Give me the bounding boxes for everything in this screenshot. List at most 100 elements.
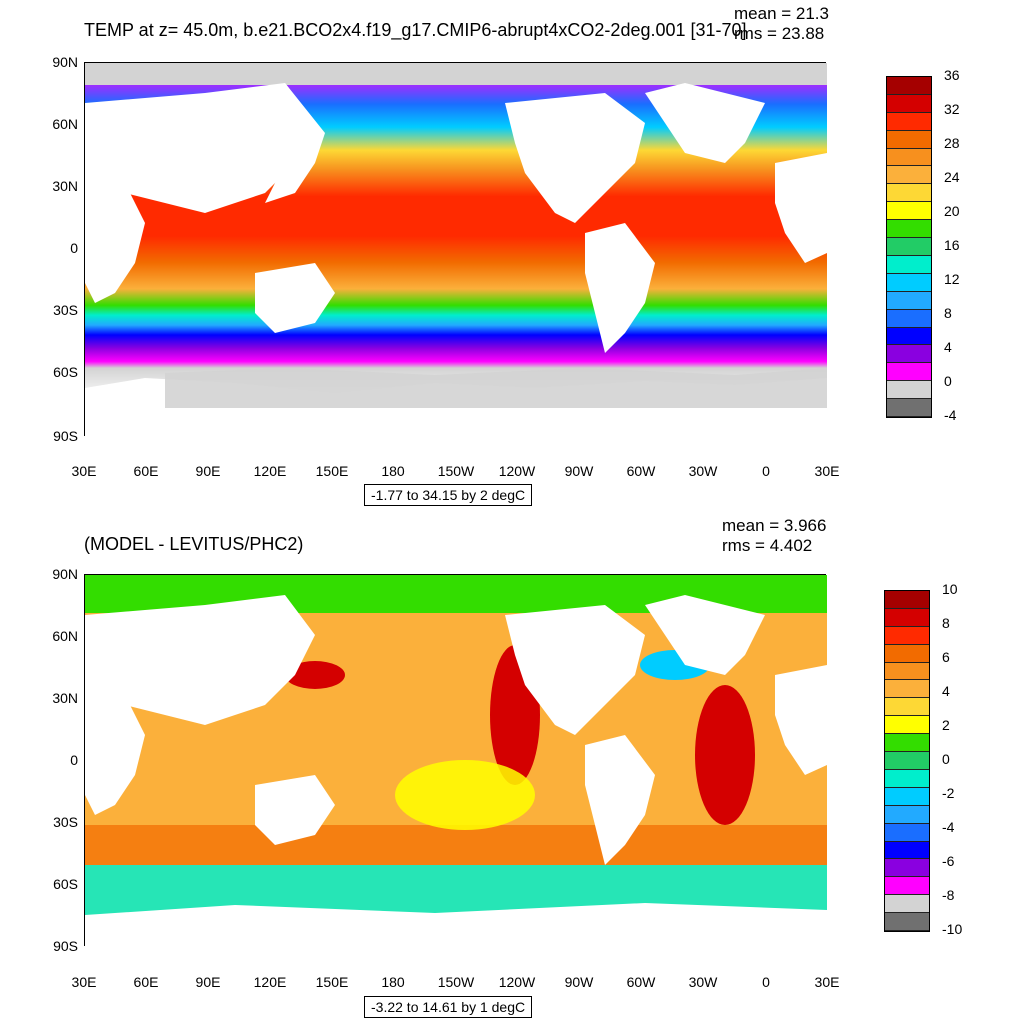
- colorbar-swatch: [885, 680, 929, 699]
- colorbar-swatch: [887, 94, 931, 113]
- colorbar-swatch: [887, 130, 931, 149]
- panel2-ylabel-30N: 30N: [52, 690, 78, 706]
- colorbar-swatch: [885, 841, 929, 860]
- colorbar-swatch: [885, 877, 929, 896]
- colorbar-swatch: [885, 734, 929, 753]
- panel1-xlabel: 150E: [315, 463, 349, 479]
- panel1-map: [84, 62, 827, 437]
- panel2-xlabel: 0: [762, 974, 770, 990]
- colorbar-label: 6: [942, 649, 950, 665]
- panel2-xlabel: 30E: [814, 974, 840, 990]
- colorbar-swatch: [885, 591, 929, 609]
- panel2-xlabel: 60E: [133, 974, 159, 990]
- colorbar-label: -2: [942, 785, 955, 801]
- panel2-xlabel: 150W: [437, 974, 475, 990]
- panel2-title: (MODEL - LEVITUS/PHC2): [84, 534, 304, 554]
- panel2-ylabel-60N: 60N: [52, 628, 78, 644]
- colorbar-swatch: [885, 716, 929, 735]
- colorbar-label: 20: [944, 203, 960, 219]
- colorbar-label: 24: [944, 169, 960, 185]
- colorbar-swatch: [885, 823, 929, 842]
- colorbar-label: 4: [944, 339, 952, 355]
- colorbar-label: 10: [942, 581, 958, 597]
- colorbar-label: -4: [942, 819, 955, 835]
- panel2-xlabel: 90W: [564, 974, 594, 990]
- panel1-xlabel: 180: [381, 463, 405, 479]
- panel2-xlabel: 60W: [626, 974, 656, 990]
- colorbar-label: 32: [944, 101, 960, 117]
- panel1-ylabel-60S: 60S: [53, 364, 78, 380]
- colorbar-swatch: [887, 309, 931, 328]
- panel2-benguela-hotspot: [695, 685, 755, 825]
- colorbar-label: 28: [944, 135, 960, 151]
- panel1-xlabel: 60E: [133, 463, 159, 479]
- panel1-title: TEMP at z= 45.0m, b.e21.BCO2x4.f19_g17.C…: [84, 20, 747, 40]
- panel2-xlabel: 150E: [315, 974, 349, 990]
- colorbar-swatch: [885, 644, 929, 663]
- panel2-rms: rms = 4.402: [722, 536, 813, 555]
- panel1-ylabel-90N: 90N: [52, 54, 78, 70]
- colorbar-swatch: [887, 184, 931, 203]
- panel1-xlabel: 120E: [253, 463, 287, 479]
- panel1-xlabel: 150W: [437, 463, 475, 479]
- colorbar-label: -4: [944, 407, 957, 423]
- colorbar-swatch: [887, 77, 931, 95]
- colorbar-label: 0: [944, 373, 952, 389]
- colorbar-swatch: [885, 787, 929, 806]
- colorbar-swatch: [887, 291, 931, 310]
- panel2-ylabel-90S: 90S: [53, 938, 78, 954]
- panel1-rms: rms = 23.88: [734, 24, 825, 43]
- colorbar-swatch: [885, 859, 929, 878]
- colorbar-swatch: [887, 112, 931, 131]
- colorbar-swatch: [887, 238, 931, 256]
- colorbar-label: -6: [942, 853, 955, 869]
- colorbar-label: 0: [942, 751, 950, 767]
- panel1-xlabel: 30E: [814, 463, 840, 479]
- panel1-xlabel: 120W: [498, 463, 536, 479]
- colorbar-label: 36: [944, 67, 960, 83]
- panel2-ylabel-0: 0: [70, 752, 78, 768]
- panel2-ylabel-90N: 90N: [52, 566, 78, 582]
- colorbar-swatch: [885, 769, 929, 788]
- panel1-ylabel-60N: 60N: [52, 116, 78, 132]
- panel2-range-label: -3.22 to 14.61 by 1 degC: [364, 996, 533, 1018]
- panel2-xlabel: 180: [381, 974, 405, 990]
- panel1-arctic-ice: [85, 63, 827, 85]
- panel1-xlabel: 90W: [564, 463, 594, 479]
- panel2-mean: mean = 3.966: [722, 516, 827, 535]
- colorbar-label: -8: [942, 887, 955, 903]
- colorbar-swatch: [887, 202, 931, 221]
- panel2-xlabel: 120E: [253, 974, 287, 990]
- colorbar-swatch: [885, 608, 929, 627]
- colorbar-label: 8: [944, 305, 952, 321]
- panel2-ylabel-30S: 30S: [53, 814, 78, 830]
- colorbar-swatch: [887, 166, 931, 185]
- panel1-ylabel-30S: 30S: [53, 302, 78, 318]
- colorbar-label: 12: [944, 271, 960, 287]
- panel1-antarctic-ice: [165, 368, 827, 408]
- colorbar-swatch: [887, 273, 931, 292]
- panel1-ylabel-30N: 30N: [52, 178, 78, 194]
- colorbar-swatch: [885, 626, 929, 645]
- panel2-southern-warm-band: [85, 825, 827, 865]
- colorbar-swatch: [885, 895, 929, 914]
- panel2-kuroshio-hotspot: [285, 661, 345, 689]
- colorbar-label: 2: [942, 717, 950, 733]
- colorbar-swatch: [885, 662, 929, 681]
- panel1-ylabel-90S: 90S: [53, 428, 78, 444]
- colorbar-swatch: [885, 913, 929, 931]
- panel1-colorbar: [886, 76, 932, 418]
- colorbar-swatch: [887, 220, 931, 239]
- colorbar-swatch: [887, 399, 931, 417]
- colorbar-swatch: [887, 327, 931, 346]
- panel1-range-label: -1.77 to 34.15 by 2 degC: [364, 484, 533, 506]
- panel1-xlabel: 30W: [688, 463, 718, 479]
- colorbar-swatch: [885, 752, 929, 770]
- panel1-ylabel-0: 0: [70, 240, 78, 256]
- colorbar-swatch: [887, 255, 931, 274]
- panel2-south-pacific-anomaly: [395, 760, 535, 830]
- colorbar-swatch: [885, 698, 929, 717]
- colorbar-swatch: [885, 805, 929, 824]
- panel2-antarctica: [85, 903, 827, 947]
- colorbar-swatch: [887, 363, 931, 382]
